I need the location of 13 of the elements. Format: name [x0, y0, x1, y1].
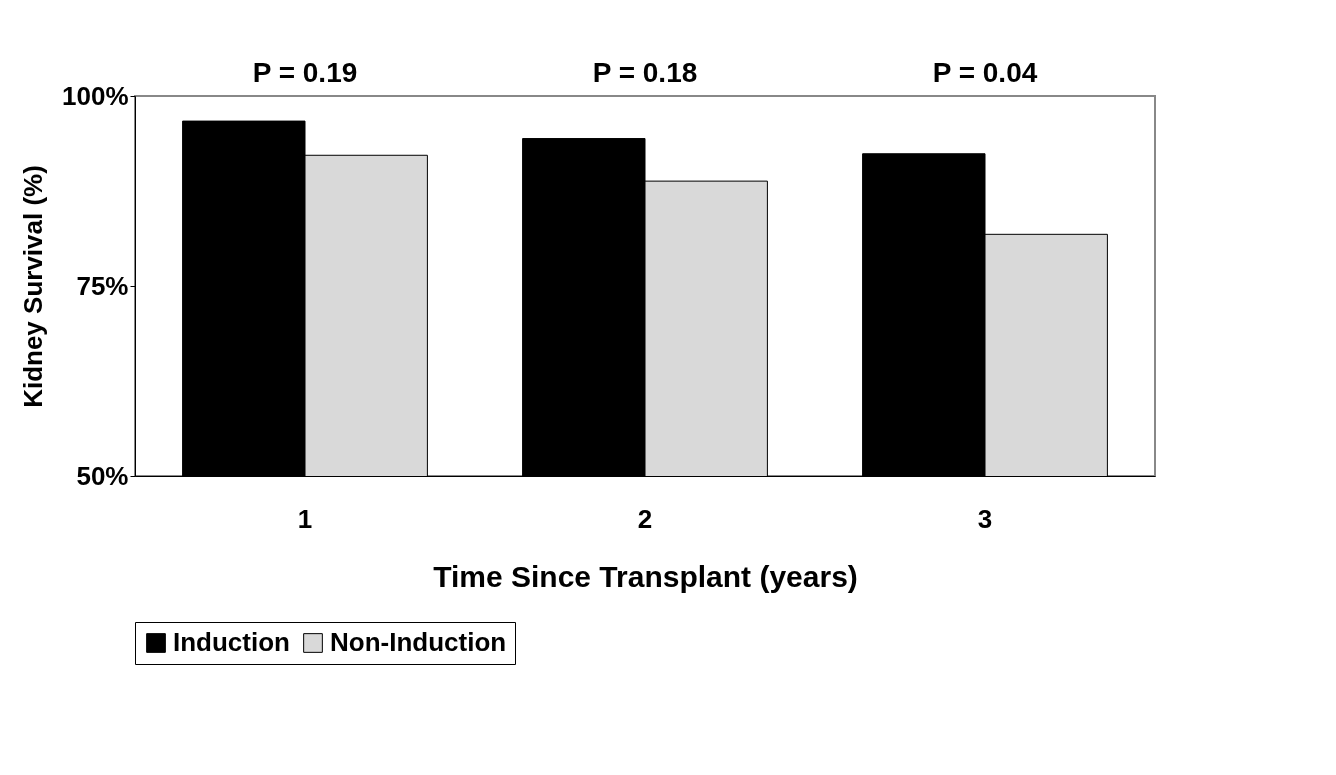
y-tick-label: 50%: [76, 460, 129, 491]
text: P = 0.18: [592, 57, 698, 88]
x-tick-label: 1: [297, 503, 313, 534]
text: P = 0.19: [252, 57, 358, 88]
x-tick-label: 3: [977, 503, 993, 534]
y-tick-label: 75%: [76, 270, 129, 301]
y-tick-label: 100%: [62, 80, 129, 111]
legend-label: Non-Induction: [330, 627, 507, 657]
y-axis-title: Kidney Survival (%): [18, 165, 48, 408]
x-axis-title: Time Since Transplant (years): [433, 559, 858, 593]
x-tick-label: 2: [637, 503, 653, 534]
text: P = 0.04: [932, 57, 1038, 88]
legend-label: Induction: [173, 627, 290, 657]
